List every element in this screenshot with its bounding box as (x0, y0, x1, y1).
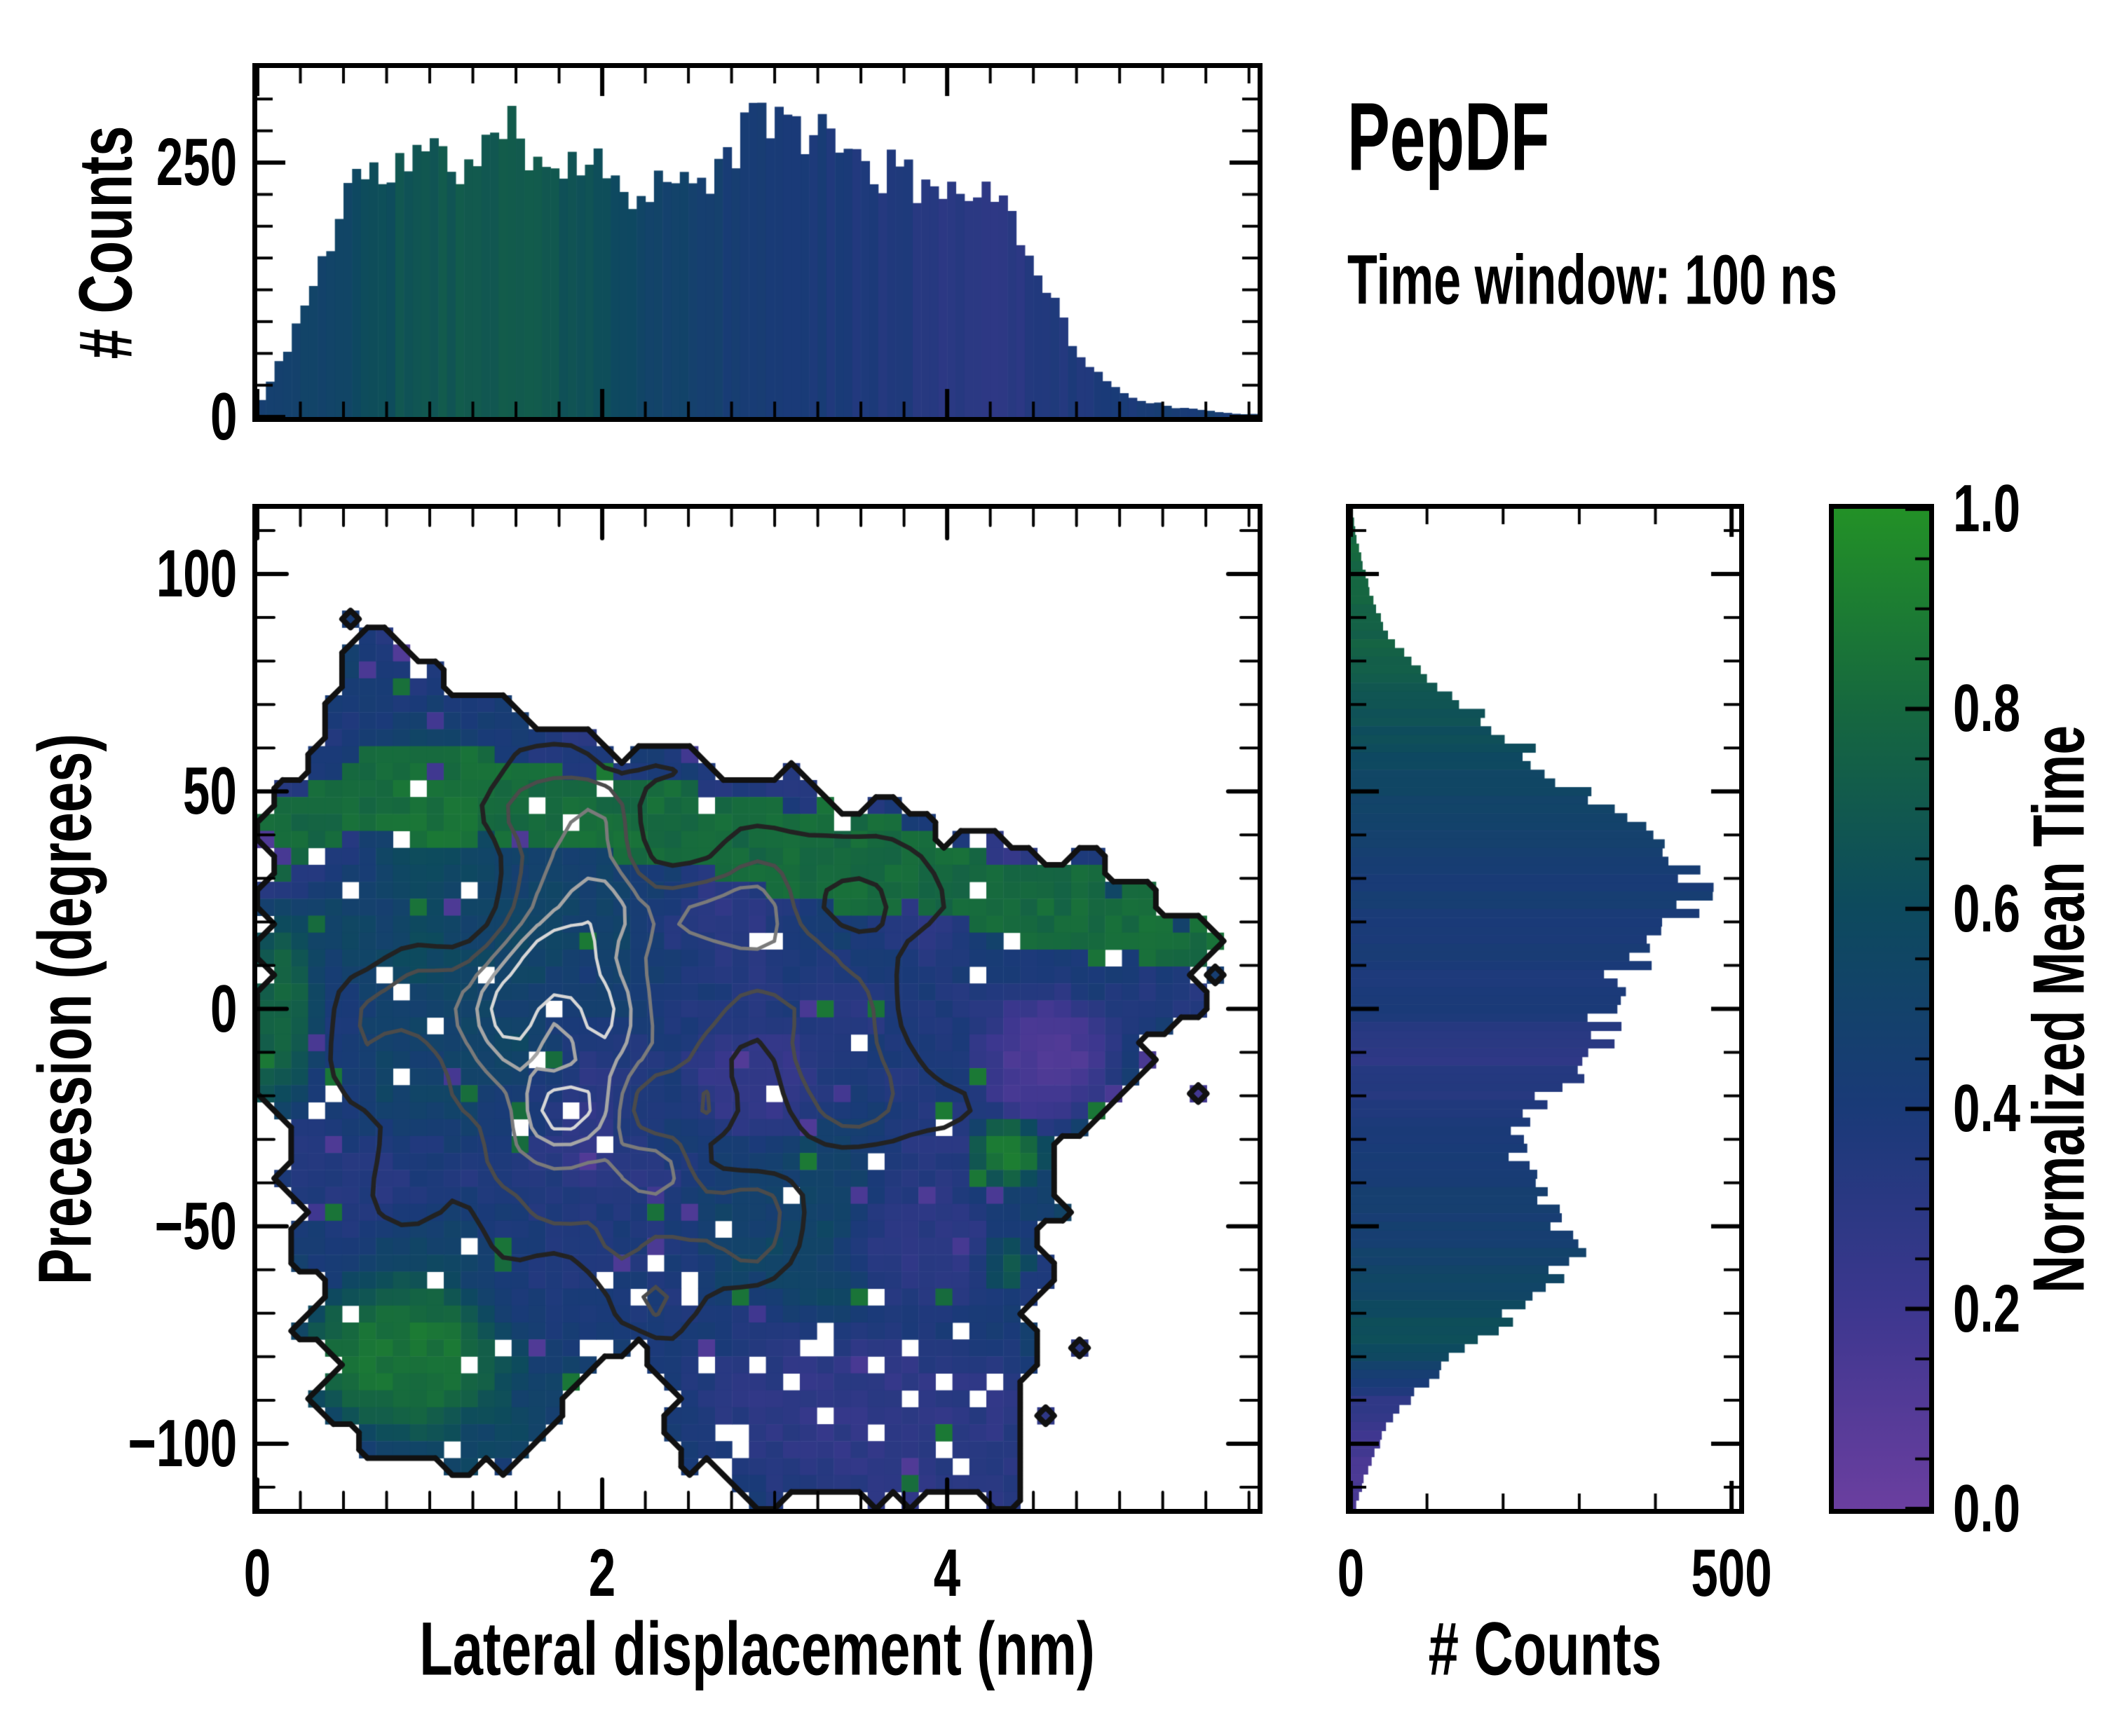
tick-label: 1.0 (1953, 471, 2021, 546)
tick-label: 0 (210, 971, 237, 1046)
tick-label: 0 (210, 379, 237, 454)
tick-label: −100 (128, 1405, 237, 1481)
tick-label: −50 (154, 1188, 237, 1264)
tick-label: 100 (156, 536, 237, 612)
tick-label: 4 (933, 1536, 961, 1611)
tick-label: 0.8 (1953, 671, 2021, 746)
colorbar (1829, 504, 1934, 1514)
tick-label: 0.0 (1953, 1471, 2021, 1546)
right-histogram-canvas (1351, 509, 1739, 1509)
main-heatmap-panel (252, 504, 1263, 1514)
plot-subtitle-text: Time window: 100 ns (1347, 240, 1837, 320)
tick-label: 0 (1337, 1536, 1365, 1611)
right-histogram-panel (1346, 504, 1744, 1514)
main-heatmap-canvas (257, 509, 1258, 1509)
tick-label: 250 (156, 125, 237, 200)
plot-title-text: PepDF (1347, 83, 1550, 191)
tick-label: 2 (588, 1536, 616, 1611)
top-histogram-canvas (257, 68, 1258, 417)
tick-label: 0.6 (1953, 870, 2021, 946)
tick-label: 500 (1691, 1536, 1772, 1611)
tick-label: 0.2 (1953, 1271, 2021, 1346)
colorbar-canvas (1834, 509, 1929, 1509)
top-histogram-panel (252, 63, 1263, 422)
tick-label: 0 (243, 1536, 271, 1611)
tick-label: 0.4 (1953, 1071, 2021, 1147)
tick-label: 50 (183, 753, 237, 829)
